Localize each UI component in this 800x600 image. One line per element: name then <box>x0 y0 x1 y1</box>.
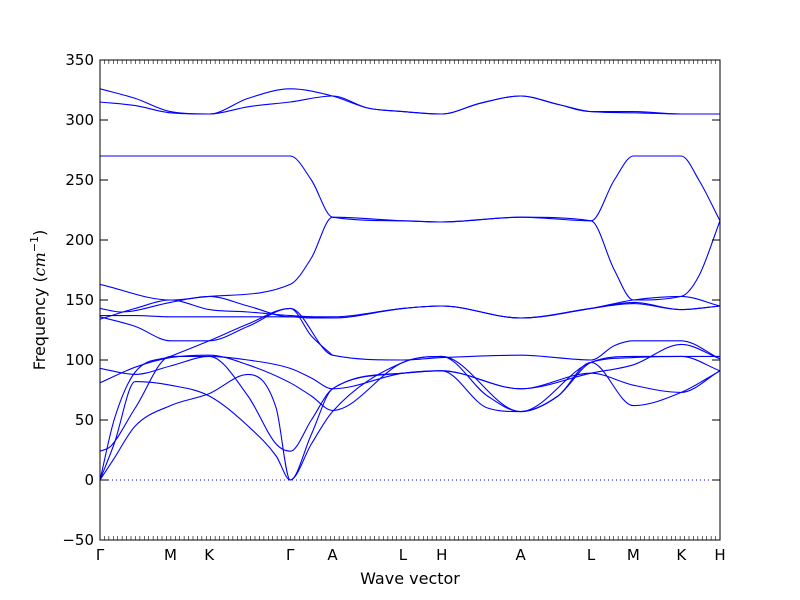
x-tick-label: L <box>587 546 596 564</box>
y-tick-label: 100 <box>65 351 94 369</box>
phonon-branch-12 <box>100 370 720 481</box>
phonon-branch-2 <box>100 95 720 115</box>
phonon-branch-7 <box>100 295 720 319</box>
phonon-branch-8 <box>100 307 720 361</box>
y-tick-label: 300 <box>65 111 94 129</box>
x-tick-label: M <box>164 546 177 564</box>
x-tick-label: Γ <box>286 546 295 564</box>
x-tick-label: A <box>515 546 526 564</box>
phonon-branch-3 <box>100 155 720 223</box>
x-tick-label: A <box>327 546 338 564</box>
phonon-branch-6 <box>100 303 720 319</box>
y-axis-label-text: Frequency ( <box>30 276 49 370</box>
series-layer <box>100 88 720 481</box>
phonon-branch-4 <box>100 216 720 301</box>
phonon-branch-1 <box>100 88 720 115</box>
x-tick-label: K <box>204 546 215 564</box>
x-tick-label: H <box>714 546 725 564</box>
x-axis-label: Wave vector <box>360 569 460 588</box>
y-axis-label-exponent: −1 <box>28 236 41 252</box>
y-axis-label-unit: cm <box>30 252 49 276</box>
y-tick-label: 0 <box>84 471 94 489</box>
y-tick-label: 250 <box>65 171 94 189</box>
y-tick-label: 150 <box>65 291 94 309</box>
x-tick-label: K <box>676 546 687 564</box>
y-tick-label: −50 <box>62 531 94 549</box>
x-tick-label: Γ <box>96 546 105 564</box>
y-axis-label-close: ) <box>30 230 49 236</box>
x-tick-label: M <box>627 546 640 564</box>
x-tick-label: L <box>399 546 408 564</box>
y-tick-label: 200 <box>65 231 94 249</box>
x-tick-label: H <box>436 546 447 564</box>
y-axis: −50 0 50 100 150 200 250 300 350 <box>62 51 720 549</box>
plot-frame <box>99 59 721 541</box>
phonon-branch-10 <box>100 343 720 390</box>
phonon-branch-11 <box>100 355 720 452</box>
phonon-branch-13 <box>100 355 720 481</box>
y-tick-label: 350 <box>65 51 94 69</box>
y-axis-label: Frequency (cm−1) <box>28 230 49 371</box>
y-tick-label: 50 <box>75 411 94 429</box>
phonon-branch-14 <box>100 307 333 481</box>
phonon-branch-9 <box>100 354 720 413</box>
